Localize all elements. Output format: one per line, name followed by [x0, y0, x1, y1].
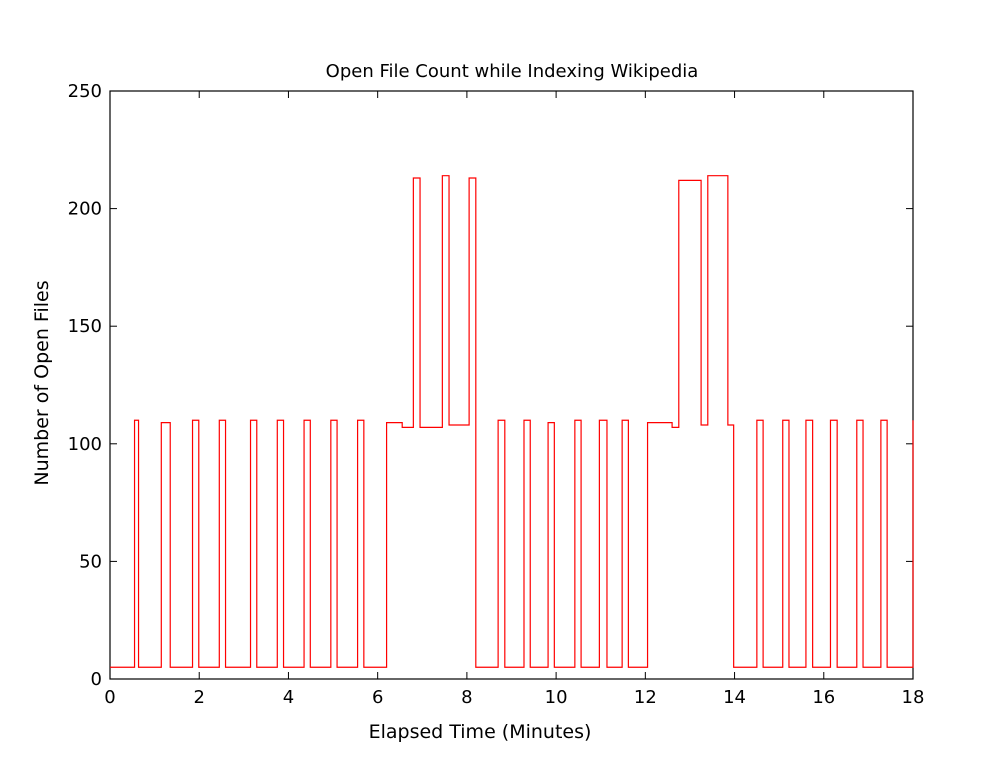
- series-line: [110, 175, 914, 668]
- x-tick-label: 18: [902, 687, 925, 708]
- y-tick-label: 250: [68, 81, 102, 102]
- y-tick-label: 200: [68, 199, 102, 220]
- x-axis-label: Elapsed Time (Minutes): [369, 721, 592, 743]
- y-axis: 0 50 100 150 200 250: [68, 81, 913, 690]
- plot-frame: [109, 90, 914, 680]
- x-tick-label: 8: [461, 687, 472, 708]
- x-tick-label: 16: [812, 687, 835, 708]
- chart-title: Open File Count while Indexing Wikipedia: [326, 61, 699, 82]
- x-axis: 0 2 4 6 8 10 12 14 16 18: [104, 91, 924, 708]
- x-tick-label: 14: [723, 687, 746, 708]
- x-tick-label: 4: [283, 687, 294, 708]
- y-tick-label: 100: [68, 434, 102, 455]
- x-tick-label: 12: [634, 687, 657, 708]
- x-tick-label: 10: [545, 687, 568, 708]
- y-tick-label: 50: [79, 551, 102, 572]
- y-tick-label: 0: [91, 669, 102, 690]
- x-tick-label: 6: [372, 687, 383, 708]
- x-tick-label: 2: [193, 687, 204, 708]
- y-tick-label: 150: [68, 316, 102, 337]
- x-tick-label: 0: [104, 687, 115, 708]
- y-axis-label: Number of Open Files: [31, 280, 53, 485]
